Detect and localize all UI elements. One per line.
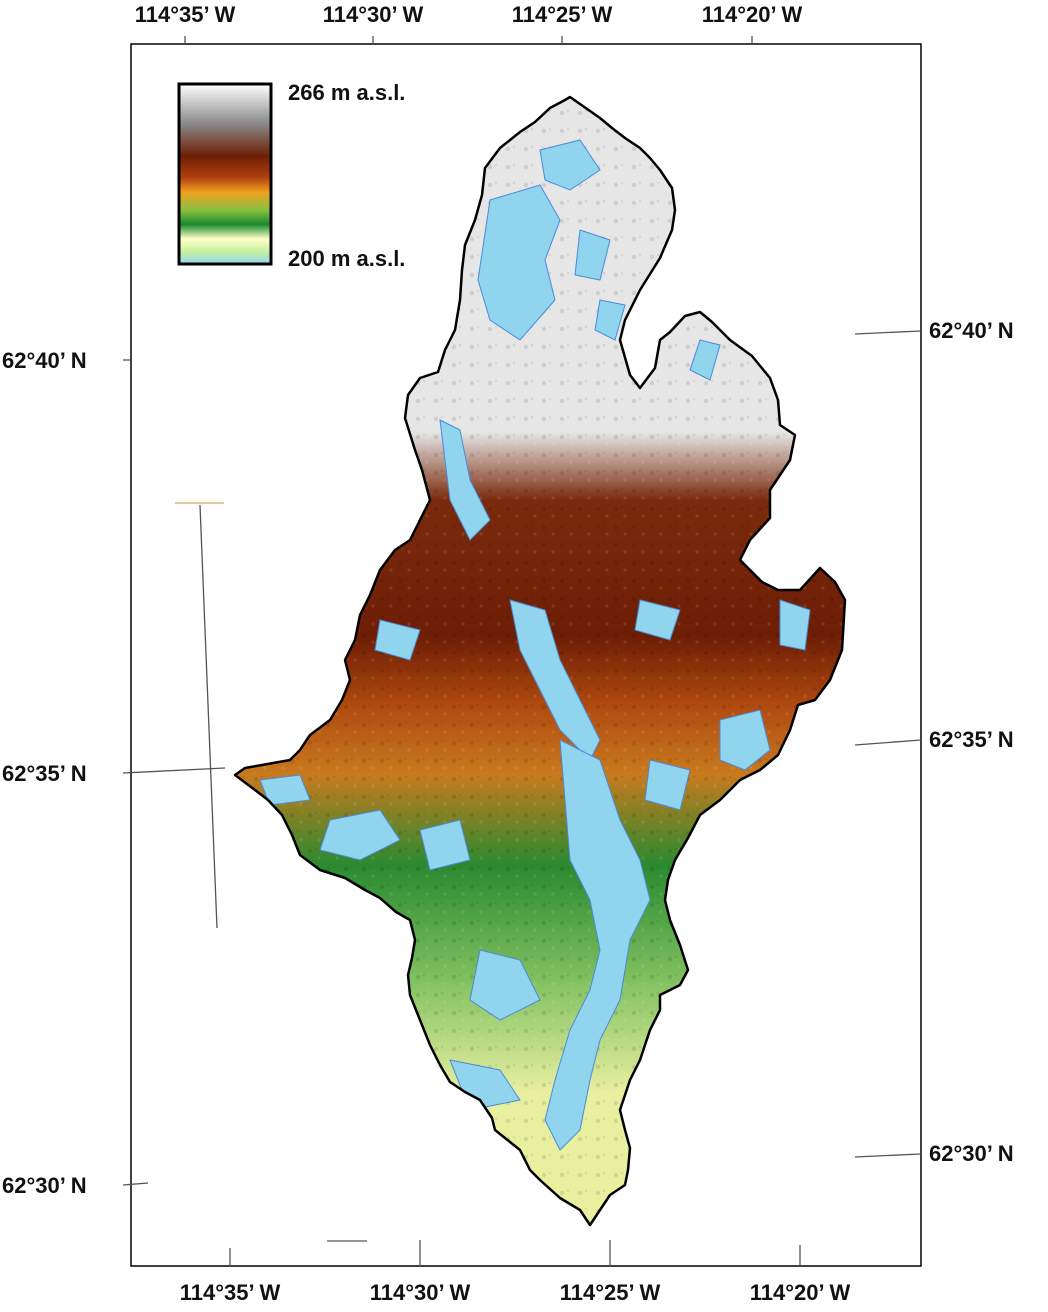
lon-label-top-1: 114°35’ W (135, 2, 236, 27)
lat-label-left-2: 62°35’ N (2, 761, 87, 786)
legend-min-label: 200 m a.s.l. (288, 246, 405, 271)
lon-label-bottom-3: 114°25’ W (560, 1280, 661, 1305)
lon-label-bottom-2: 114°30’ W (370, 1280, 471, 1305)
lat-label-left-3: 62°30’ N (2, 1173, 87, 1198)
lon-label-bottom-4: 114°20’ W (750, 1280, 851, 1305)
lon-label-top-2: 114°30’ W (323, 2, 424, 27)
lon-label-top-3: 114°25’ W (512, 2, 613, 27)
lakes (259, 139, 811, 1151)
lon-label-top-4: 114°20’ W (702, 2, 803, 27)
legend-max-label: 266 m a.s.l. (288, 80, 405, 105)
lat-label-right-1: 62°40’ N (929, 318, 1014, 343)
elevation-legend: 266 m a.s.l. 200 m a.s.l. (177, 80, 405, 271)
lat-label-right-3: 62°30’ N (929, 1141, 1014, 1166)
watershed-boundary (233, 95, 847, 1227)
graticule-ticks (122, 36, 922, 1266)
lat-label-left-1: 62°40’ N (2, 348, 87, 373)
legend-color-ramp (177, 82, 273, 266)
lon-label-bottom-1: 114°35’ W (180, 1280, 281, 1305)
lat-label-right-2: 62°35’ N (929, 727, 1014, 752)
